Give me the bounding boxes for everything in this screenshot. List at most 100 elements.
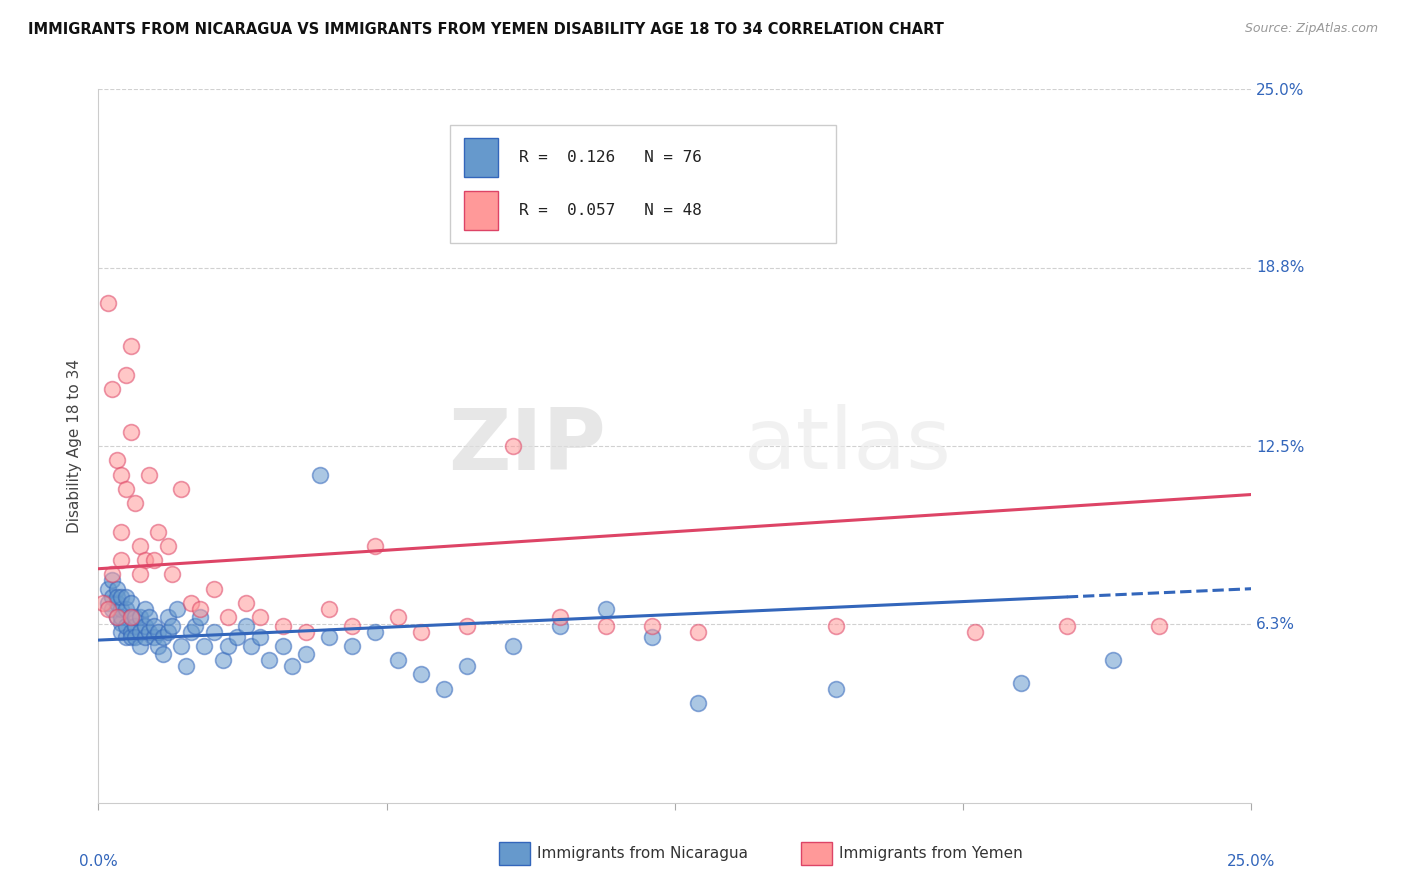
Point — [105, 591, 128, 605]
Point — [115, 630, 138, 644]
Point — [152, 648, 174, 662]
Point — [235, 619, 257, 633]
Point — [257, 653, 280, 667]
Point — [120, 610, 142, 624]
Point — [225, 630, 247, 644]
Point — [825, 619, 848, 633]
Point — [110, 553, 132, 567]
Point — [1147, 619, 1170, 633]
Point — [202, 624, 225, 639]
Bar — [464, 137, 499, 177]
Point — [364, 624, 387, 639]
Point — [156, 610, 179, 624]
Text: 25.0%: 25.0% — [1227, 855, 1275, 869]
Text: R =  0.126   N = 76: R = 0.126 N = 76 — [519, 150, 702, 165]
Point — [1056, 619, 1078, 633]
Point — [124, 630, 146, 644]
Point — [115, 601, 138, 615]
Point — [548, 619, 571, 633]
Point — [641, 619, 664, 633]
Point — [148, 639, 170, 653]
Point — [641, 630, 664, 644]
Point — [212, 653, 235, 667]
Point — [160, 619, 183, 633]
Point — [115, 368, 138, 382]
Point — [138, 610, 160, 624]
Point — [295, 648, 318, 662]
Point — [152, 630, 174, 644]
Text: Source: ZipAtlas.com: Source: ZipAtlas.com — [1244, 22, 1378, 36]
Point — [142, 619, 165, 633]
Point — [142, 553, 165, 567]
Point — [217, 639, 239, 653]
Text: 0.0%: 0.0% — [79, 855, 118, 869]
Point — [387, 653, 409, 667]
Text: IMMIGRANTS FROM NICARAGUA VS IMMIGRANTS FROM YEMEN DISABILITY AGE 18 TO 34 CORRE: IMMIGRANTS FROM NICARAGUA VS IMMIGRANTS … — [28, 22, 943, 37]
Point — [217, 610, 239, 624]
Point — [134, 601, 156, 615]
Point — [156, 624, 179, 639]
Point — [271, 619, 294, 633]
Point — [595, 601, 617, 615]
Point — [548, 610, 571, 624]
Text: atlas: atlas — [744, 404, 952, 488]
Point — [142, 630, 165, 644]
Point — [124, 610, 146, 624]
Point — [686, 696, 709, 710]
Point — [188, 601, 211, 615]
Point — [134, 553, 156, 567]
Point — [129, 610, 152, 624]
Point — [433, 681, 456, 696]
Point — [148, 524, 170, 539]
Point — [686, 624, 709, 639]
Point — [124, 619, 146, 633]
Point — [120, 610, 142, 624]
Point — [318, 630, 340, 644]
Point — [235, 596, 257, 610]
Point — [271, 639, 294, 653]
Point — [110, 624, 132, 639]
Point — [281, 658, 304, 673]
Point — [91, 596, 114, 610]
Point — [180, 596, 202, 610]
FancyBboxPatch shape — [450, 125, 837, 243]
Point — [101, 573, 124, 587]
Point — [364, 539, 387, 553]
Point — [1010, 676, 1032, 690]
Point — [202, 582, 225, 596]
Point — [188, 610, 211, 624]
Point — [825, 681, 848, 696]
Point — [110, 524, 132, 539]
Point — [129, 567, 152, 582]
Point — [340, 619, 363, 633]
Point — [170, 482, 193, 496]
Point — [411, 667, 433, 681]
Point — [340, 639, 363, 653]
Point — [115, 619, 138, 633]
Point — [148, 624, 170, 639]
Point — [101, 567, 124, 582]
Point — [105, 610, 128, 624]
Point — [101, 382, 124, 396]
Point — [138, 467, 160, 482]
Bar — [464, 191, 499, 230]
Text: Immigrants from Nicaragua: Immigrants from Nicaragua — [537, 847, 748, 861]
Point — [308, 467, 330, 482]
Point — [124, 496, 146, 510]
Point — [502, 439, 524, 453]
Point — [456, 619, 478, 633]
Point — [110, 467, 132, 482]
Point — [249, 610, 271, 624]
Point — [110, 610, 132, 624]
Point — [134, 630, 156, 644]
Point — [180, 624, 202, 639]
Point — [318, 601, 340, 615]
Text: R =  0.057   N = 48: R = 0.057 N = 48 — [519, 202, 702, 218]
Point — [239, 639, 262, 653]
Point — [963, 624, 986, 639]
Point — [120, 624, 142, 639]
Point — [174, 658, 197, 673]
Point — [129, 624, 152, 639]
Point — [97, 596, 120, 610]
Point — [129, 639, 152, 653]
